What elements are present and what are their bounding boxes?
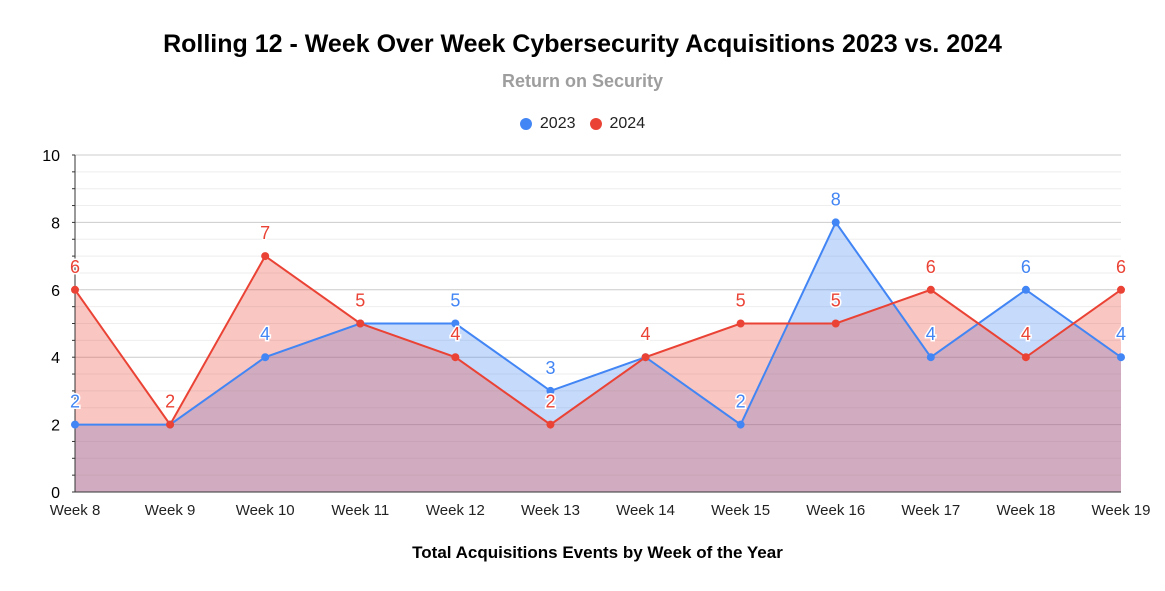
x-tick-label: Week 8: [50, 502, 101, 519]
line-2024: [74, 254, 1122, 427]
y-tick-label: 6: [51, 283, 60, 300]
x-tick-label: Week 17: [901, 502, 960, 519]
point-2024-8: [736, 319, 745, 328]
point-2023-10: [926, 353, 935, 362]
data-label-2024-1: 6: [70, 257, 80, 277]
data-label-2023-5: 5: [450, 291, 460, 311]
point-2023-1: [71, 420, 79, 429]
data-label-2024-10: 6: [926, 257, 936, 277]
data-label-2024-8: 5: [736, 291, 746, 311]
x-tick-label: Week 14: [616, 502, 675, 519]
point-2023-6: [546, 386, 555, 395]
data-label-2023-2: 2: [165, 392, 175, 412]
point-2023-11: [1021, 285, 1030, 294]
x-tick-label: Week 9: [145, 502, 196, 519]
point-2023-9: [831, 218, 840, 227]
data-label-2023-9: 8: [831, 189, 841, 209]
line-2023: [75, 220, 1122, 427]
data-label-2024-5: 4: [450, 324, 460, 344]
chart-subtitle: Return on Security: [501, 71, 664, 91]
point-2023-8: [736, 420, 745, 429]
point-2024-11: [1021, 353, 1030, 362]
point-2024-6: [546, 420, 555, 429]
y-tick-label: 4: [51, 350, 60, 367]
point-2023-5: [451, 319, 460, 328]
data-label-2024-4: 5: [355, 291, 365, 311]
data-label-2023-6: 3: [545, 358, 555, 378]
legend-label-2024: 2024: [609, 115, 646, 132]
x-tick-label: Week 18: [996, 502, 1055, 519]
area-2023: [75, 222, 1121, 492]
x-tick-label: Week 13: [521, 502, 580, 519]
legend-item-2024[interactable]: 2024: [589, 115, 646, 133]
data-label-2024-9: 5: [831, 291, 841, 311]
point-2024-1: [71, 285, 79, 294]
y-tick-label: 2: [51, 418, 60, 435]
x-tick-label: Week 11: [331, 502, 389, 519]
point-2024-10: [926, 285, 935, 294]
data-label-2023-7: 4: [641, 324, 651, 344]
data-label-2023-11: 6: [1021, 257, 1031, 277]
y-tick-label: 8: [51, 215, 60, 232]
point-2024-9: [831, 319, 840, 328]
y-tick-label: 10: [42, 148, 60, 165]
data-label-2024-2: 2: [165, 392, 175, 412]
point-2024-7: [641, 353, 650, 362]
point-2023-3: [261, 353, 270, 362]
x-tick-label: Week 16: [806, 502, 865, 519]
legend-label-2023: 2023: [539, 115, 576, 132]
y-tick-label: 0: [51, 485, 60, 502]
data-label-2023-12: 4: [1116, 324, 1126, 344]
data-label-2023-3: 4: [260, 324, 270, 344]
point-2024-12: [1117, 285, 1125, 294]
data-label-2023-8: 2: [736, 392, 746, 412]
x-tick-label: Week 10: [236, 502, 295, 519]
data-label-2024-6: 2: [545, 392, 555, 412]
chart-title: Rolling 12 - Week Over Week Cybersecurit…: [163, 30, 1002, 58]
data-label-2023-4: 5: [355, 291, 365, 311]
chart-legend: 2023 2024: [0, 115, 1165, 133]
data-label-2024-3: 7: [260, 223, 270, 243]
data-label-2024-7: 4: [641, 324, 651, 344]
data-label-2023-1: 2: [70, 392, 80, 412]
legend-marker-2024-icon: [589, 118, 602, 130]
data-label-2024-11: 4: [1021, 324, 1031, 344]
x-tick-label: Week 19: [1092, 502, 1151, 519]
x-tick-label: Week 15: [711, 502, 770, 519]
point-2024-3: [261, 252, 270, 261]
point-2024-5: [451, 353, 460, 362]
point-2024-4: [356, 319, 365, 328]
legend-item-2023[interactable]: 2023: [519, 115, 576, 133]
legend-marker-2023-icon: [519, 118, 532, 130]
point-2024-2: [166, 420, 175, 429]
data-label-2024-12: 6: [1116, 257, 1126, 277]
point-2023-12: [1117, 353, 1125, 362]
data-label-2023-10: 4: [926, 324, 936, 344]
x-axis-title: Total Acquisitions Events by Week of the…: [412, 543, 783, 562]
x-tick-label: Week 12: [426, 502, 485, 519]
